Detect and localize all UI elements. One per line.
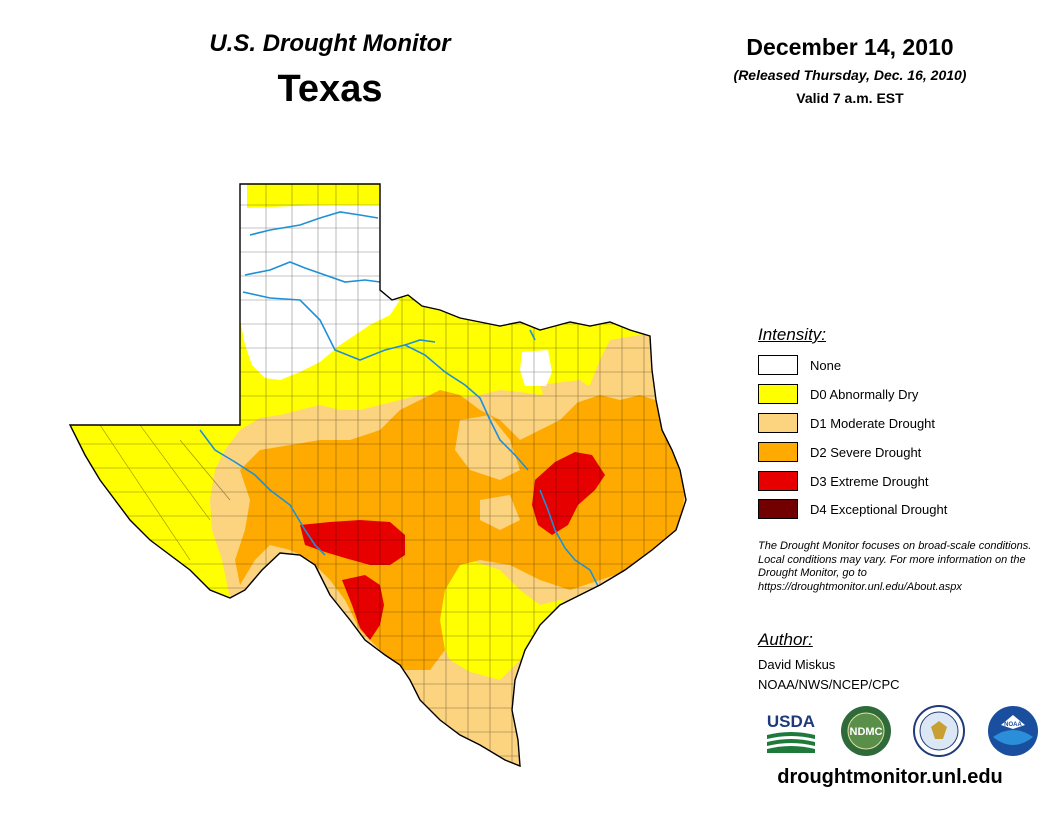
disclaimer-note: The Drought Monitor focuses on broad-sca… xyxy=(758,540,1032,593)
usda-logo-text: USDA xyxy=(767,712,815,731)
legend-item-d2: D2 Severe Drought xyxy=(758,441,921,463)
legend-item-none: None xyxy=(758,354,841,376)
legend-item-d4: D4 Exceptional Drought xyxy=(758,498,947,520)
d0-region-panhandle-top xyxy=(247,184,380,208)
legend-label: None xyxy=(810,357,842,373)
legend-label: D1 Moderate Drought xyxy=(810,415,936,431)
noaa-logo-text: NOAA xyxy=(1004,722,1022,728)
rivers xyxy=(199,211,601,591)
commerce-seal-logo xyxy=(913,705,965,757)
noaa-logo: NOAA xyxy=(988,706,1038,756)
usda-logo: USDA xyxy=(767,712,815,753)
legend-swatch xyxy=(758,355,798,375)
d1-patch-central xyxy=(455,415,520,480)
legend-item-d1: D1 Moderate Drought xyxy=(758,412,935,434)
legend-swatch xyxy=(758,384,798,404)
texas-drought-map xyxy=(68,183,687,768)
legend-item-d3: D3 Extreme Drought xyxy=(758,470,929,492)
d0-region-south xyxy=(435,560,580,680)
legend-swatch xyxy=(758,499,798,519)
d3-region-south xyxy=(342,575,384,640)
state-outline xyxy=(68,183,687,768)
partner-logos: USDA NDMC NOAA xyxy=(765,705,1045,760)
legend-swatch xyxy=(758,442,798,462)
author-org: NOAA/NWS/NCEP/CPC xyxy=(758,677,900,692)
legend-label: D2 Severe Drought xyxy=(810,444,922,460)
legend-label: D0 Abnormally Dry xyxy=(810,386,919,402)
d3-region-west-central xyxy=(300,520,405,565)
ndmc-logo: NDMC xyxy=(841,706,891,756)
legend-label: D4 Exceptional Drought xyxy=(810,501,948,517)
author-name: David Miskus xyxy=(758,657,836,672)
author-heading: Author: xyxy=(758,630,813,649)
legend-swatch xyxy=(758,413,798,433)
state-title: Texas xyxy=(277,68,383,110)
release-date: (Released Thursday, Dec. 16, 2010) xyxy=(733,67,967,83)
map-date: December 14, 2010 xyxy=(746,34,954,60)
d1-patch-central-2 xyxy=(480,495,520,530)
legend-item-d0: D0 Abnormally Dry xyxy=(758,383,918,405)
product-title: U.S. Drought Monitor xyxy=(209,30,451,57)
legend-label: D3 Extreme Drought xyxy=(810,473,929,489)
legend-swatch xyxy=(758,471,798,491)
valid-time: Valid 7 a.m. EST xyxy=(796,90,904,106)
website-link[interactable]: droughtmonitor.unl.edu xyxy=(777,766,1003,788)
legend-heading: Intensity: xyxy=(758,325,827,344)
d1-patch-north xyxy=(540,380,600,405)
none-region-north-texas xyxy=(520,350,552,386)
none-region-panhandle xyxy=(240,184,400,380)
ndmc-logo-text: NDMC xyxy=(850,726,883,738)
